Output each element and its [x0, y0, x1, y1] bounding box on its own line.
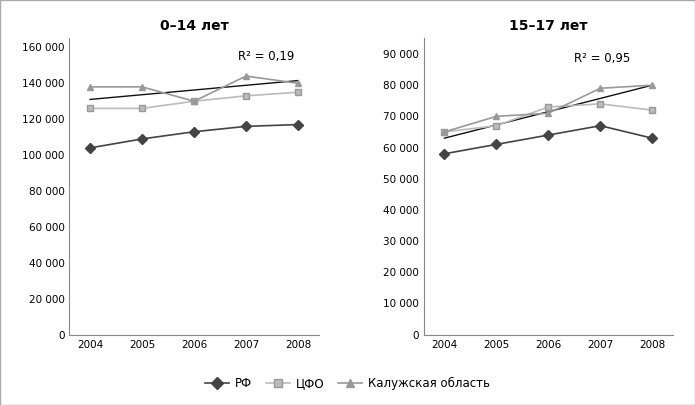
Legend: РФ, ЦФО, Калужская область: РФ, ЦФО, Калужская область	[200, 373, 495, 395]
Text: R² = 0,19: R² = 0,19	[238, 50, 295, 63]
Title: 0–14 лет: 0–14 лет	[160, 19, 229, 33]
Text: R² = 0,95: R² = 0,95	[574, 52, 630, 65]
Title: 15–17 лет: 15–17 лет	[509, 19, 587, 33]
